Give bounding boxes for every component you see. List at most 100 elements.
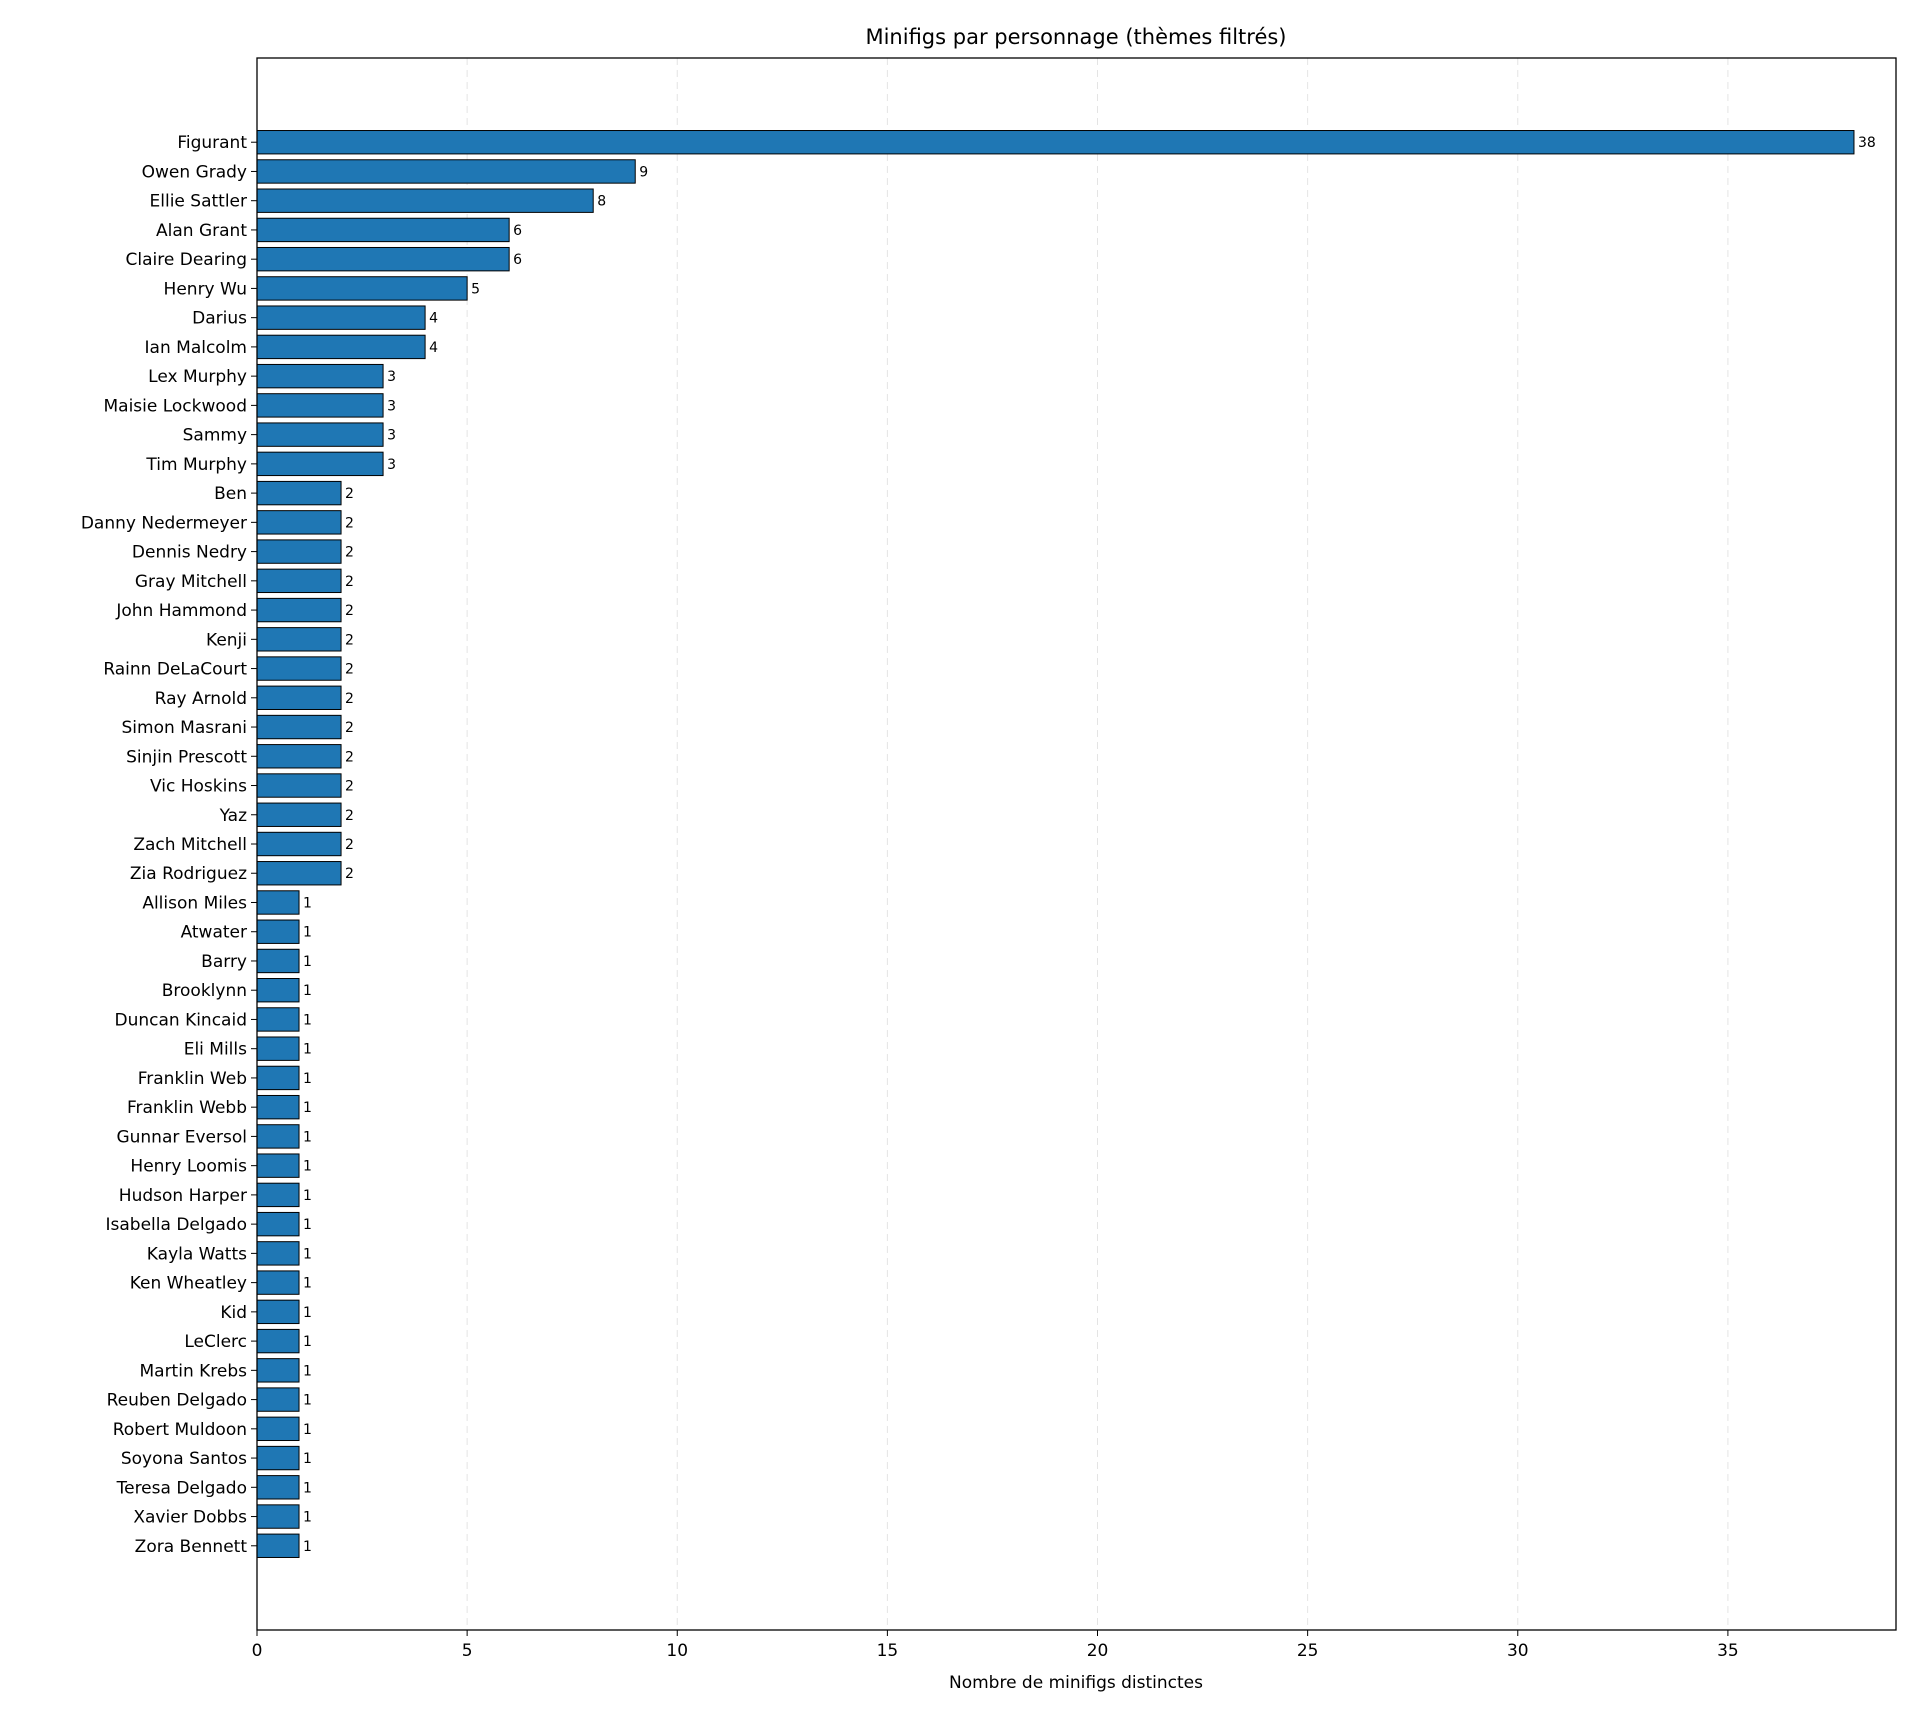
bar-value-label: 2 (345, 574, 354, 590)
bar-value-label: 2 (345, 808, 354, 824)
bar (256, 1124, 300, 1149)
bar-value-label: 1 (303, 1100, 312, 1116)
y-tick-label: Franklin Webb (127, 1098, 247, 1118)
bar-value-label: 1 (303, 1159, 312, 1175)
bar (256, 890, 300, 915)
bar-value-label: 4 (429, 311, 438, 327)
bar (256, 1475, 300, 1500)
bar (256, 802, 342, 827)
bar-value-label: 1 (303, 954, 312, 970)
y-tick-label: Tim Murphy (145, 455, 247, 475)
bar (256, 130, 1855, 155)
x-tick-label: 10 (666, 1641, 688, 1661)
bar (256, 1153, 300, 1178)
bar-value-label: 3 (387, 428, 396, 444)
y-tick-label: Yaz (219, 806, 247, 826)
y-tick-label: Simon Masrani (122, 718, 248, 738)
bar (256, 1416, 300, 1442)
x-tick-label: 35 (1717, 1641, 1739, 1661)
bar (256, 363, 384, 389)
y-tick-label: Sinjin Prescott (126, 747, 247, 767)
x-axis-label: Nombre de minifigs distinctes (949, 1673, 1203, 1693)
bar-value-label: 1 (303, 1305, 312, 1321)
y-tick-label: Duncan Kincaid (114, 1010, 247, 1030)
bar-value-label: 5 (471, 281, 480, 297)
bar (256, 861, 342, 886)
y-tick-label: Gunnar Eversol (116, 1127, 247, 1147)
x-tick-label: 30 (1507, 1641, 1529, 1661)
y-tick-label: Henry Wu (164, 279, 247, 299)
bar-value-label: 1 (303, 1510, 312, 1526)
y-tick-label: Darius (192, 309, 247, 329)
bar-value-label: 1 (303, 1539, 312, 1555)
bar (256, 188, 594, 213)
bar (256, 1211, 300, 1237)
bar (256, 1445, 300, 1471)
y-tick-label: Isabella Delgado (106, 1215, 247, 1235)
bar (256, 744, 342, 769)
y-tick-label: Sammy (183, 426, 247, 446)
bar (256, 217, 510, 243)
bar-value-label: 2 (345, 837, 354, 853)
y-tick-label: LeClerc (184, 1332, 247, 1352)
y-tick-label: John Hammond (115, 601, 247, 621)
bar-value-label: 9 (639, 164, 648, 180)
bar (256, 422, 384, 447)
bar-value-label: 1 (303, 1042, 312, 1058)
bar (256, 246, 510, 272)
bar-value-label: 1 (303, 1334, 312, 1350)
y-tick-label: Martin Krebs (139, 1361, 247, 1381)
bar-value-label: 1 (303, 1451, 312, 1467)
x-tick-label: 5 (462, 1641, 473, 1661)
x-tick-label: 15 (877, 1641, 899, 1661)
bar (256, 597, 342, 623)
y-tick-label: Zach Mitchell (133, 835, 247, 855)
y-tick-label: Franklin Web (138, 1069, 247, 1089)
bar-value-label: 4 (429, 340, 438, 356)
bar-value-label: 1 (303, 895, 312, 911)
axes-frame (256, 57, 1897, 1631)
bar-value-label: 1 (303, 1012, 312, 1028)
bar (256, 831, 342, 857)
bar (256, 334, 426, 360)
y-tick-label: Alan Grant (156, 221, 247, 241)
bar-value-label: 1 (303, 1393, 312, 1409)
y-tick-label: Ellie Sattler (150, 192, 247, 212)
y-tick-label: Ian Malcolm (145, 338, 247, 358)
bar (256, 1036, 300, 1061)
y-tick-label: Claire Dearing (126, 250, 247, 270)
y-tick-label: Figurant (177, 133, 247, 153)
bar (256, 451, 384, 477)
bar (256, 919, 300, 944)
bar (256, 685, 342, 710)
y-tick-label: Teresa Delgado (116, 1478, 247, 1498)
bar (256, 978, 300, 1003)
bar-value-label: 1 (303, 1188, 312, 1204)
bar-value-label: 1 (303, 1217, 312, 1233)
y-tick-label: Brooklynn (162, 981, 247, 1001)
bar-value-label: 1 (303, 1480, 312, 1496)
y-tick-label: Kayla Watts (147, 1244, 247, 1264)
y-tick-label: Allison Miles (142, 893, 247, 913)
bar (256, 510, 342, 535)
bar-value-label: 6 (513, 223, 522, 239)
bar-value-label: 3 (387, 398, 396, 414)
bar-value-label: 3 (387, 369, 396, 385)
y-tick-label: Danny Nedermeyer (81, 513, 247, 533)
bar-value-label: 2 (345, 662, 354, 678)
y-tick-label: Eli Mills (184, 1040, 247, 1060)
bar-value-label: 38 (1858, 135, 1876, 151)
bar (256, 276, 468, 301)
y-tick-label: Dennis Nedry (132, 543, 247, 563)
y-tick-label: Kenji (206, 630, 247, 650)
bar-value-label: 2 (345, 691, 354, 707)
bar-value-label: 2 (345, 632, 354, 648)
y-tick-label: Robert Muldoon (113, 1420, 247, 1440)
bar-value-label: 2 (345, 866, 354, 882)
bar (256, 1065, 300, 1091)
bar (256, 1504, 300, 1529)
bar (256, 627, 342, 652)
bar (256, 1094, 300, 1120)
y-tick-label: Vic Hoskins (150, 777, 247, 797)
